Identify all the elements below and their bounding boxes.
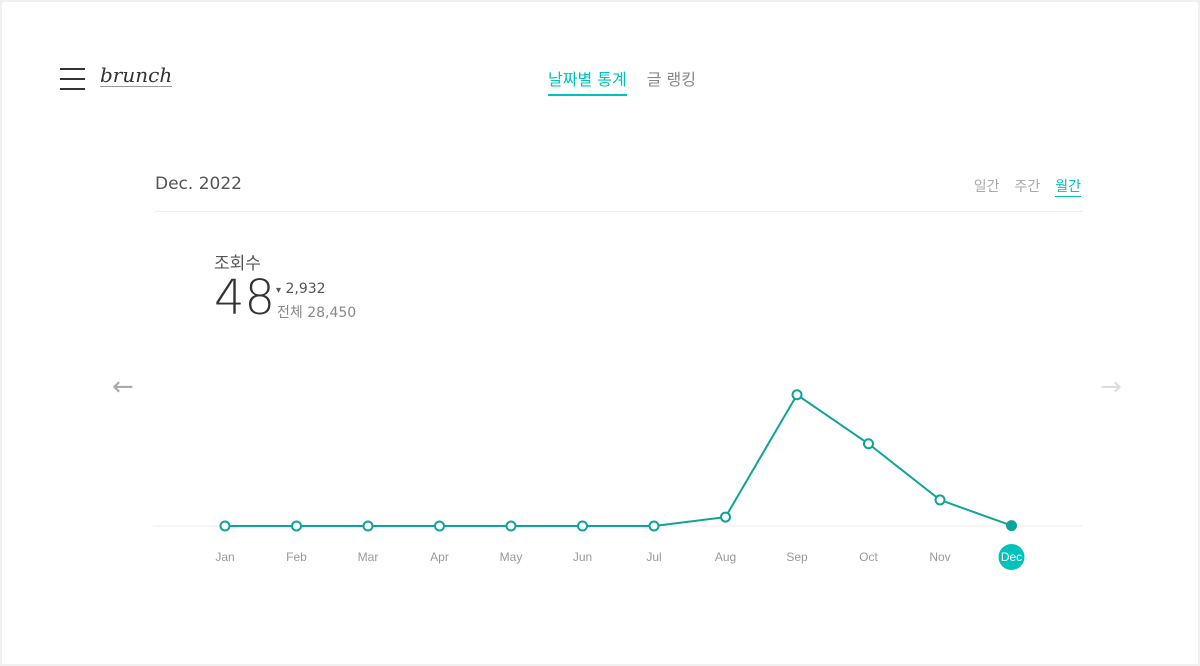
next-arrow-icon[interactable]: →	[1100, 372, 1122, 402]
x-tick-label: Sep	[786, 550, 808, 564]
data-point-jun	[577, 520, 588, 532]
x-tick-label: Jun	[573, 550, 592, 564]
views-label: 조회수	[214, 254, 261, 274]
main-tabs: 날짜별 통계 글 랭킹	[548, 66, 696, 96]
period-title: Dec. 2022	[155, 174, 242, 194]
x-tick-label: Aug	[715, 550, 736, 564]
menu-icon[interactable]	[60, 68, 85, 90]
x-tick-label: Dec	[1001, 550, 1022, 564]
selected-month-badge	[998, 544, 1025, 570]
data-point-jul	[648, 520, 660, 532]
data-point-oct	[863, 438, 874, 450]
tab-daily-stats[interactable]: 날짜별 통계	[548, 66, 627, 96]
range-selector: 일간 주간 월간	[974, 176, 1081, 197]
prev-arrow-icon[interactable]: ←	[112, 372, 134, 402]
data-point-mar	[362, 520, 374, 532]
data-point-apr	[434, 520, 445, 532]
data-point-nov	[934, 494, 946, 506]
x-tick-label: Nov	[929, 550, 950, 564]
views-change: ▾ 2,932	[276, 281, 326, 297]
views-value: 48	[214, 270, 276, 326]
views-total: 전체 28,450	[277, 305, 357, 321]
x-tick-label: Apr	[430, 550, 449, 564]
range-monthly[interactable]: 월간	[1055, 176, 1081, 197]
data-point-may	[505, 520, 517, 532]
x-tick-label: May	[500, 550, 523, 564]
tab-post-ranking[interactable]: 글 랭킹	[646, 70, 696, 89]
x-tick-label: Oct	[859, 550, 878, 564]
x-tick-label: Jan	[215, 550, 234, 564]
x-tick-label: Jul	[646, 550, 661, 564]
range-weekly[interactable]: 주간	[1014, 179, 1041, 195]
change-value: 2,932	[285, 281, 326, 297]
data-point-sep	[791, 389, 803, 401]
x-tick-label: Feb	[286, 550, 307, 564]
divider	[155, 211, 1083, 212]
brunch-logo[interactable]: brunch	[100, 63, 173, 87]
data-point-feb	[291, 520, 302, 532]
series-line	[225, 393, 1012, 527]
data-point-jan	[219, 520, 231, 532]
down-triangle-icon: ▾	[276, 285, 282, 296]
range-daily[interactable]: 일간	[973, 179, 1000, 195]
data-point-dec	[1006, 520, 1017, 532]
x-tick-label: Mar	[358, 550, 379, 564]
data-point-aug	[720, 511, 731, 523]
